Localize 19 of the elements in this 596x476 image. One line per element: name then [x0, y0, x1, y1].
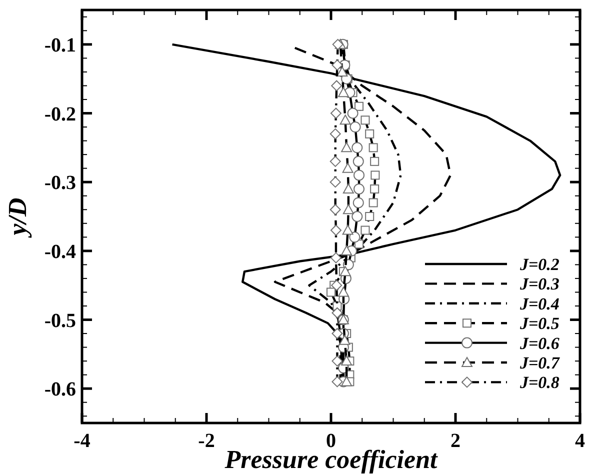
x-tick-label: -2 — [198, 430, 215, 452]
y-axis-title: y/D — [3, 198, 32, 238]
x-tick-label: 0 — [326, 430, 336, 452]
x-tick-label: 4 — [575, 430, 585, 452]
legend-label: J=0.6 — [519, 334, 560, 353]
legend-label: J=0.8 — [519, 373, 560, 392]
y-tick-label: -0.2 — [44, 103, 76, 126]
y-tick-label: -0.5 — [44, 310, 76, 332]
y-tick-label: -0.6 — [44, 378, 76, 401]
legend-label: J=0.3 — [519, 274, 560, 294]
legend-label: J=0.2 — [519, 255, 560, 274]
y-tick-label: -0.4 — [44, 240, 76, 263]
legend-label: J=0.5 — [519, 314, 560, 334]
y-tick-label: -0.3 — [44, 172, 76, 194]
x-tick-label: 2 — [450, 430, 460, 452]
y-tick-label: -0.1 — [44, 34, 76, 56]
legend-label: J=0.7 — [519, 354, 561, 372]
x-tick-label: -4 — [74, 430, 90, 452]
legend-label: J=0.4 — [519, 294, 560, 314]
